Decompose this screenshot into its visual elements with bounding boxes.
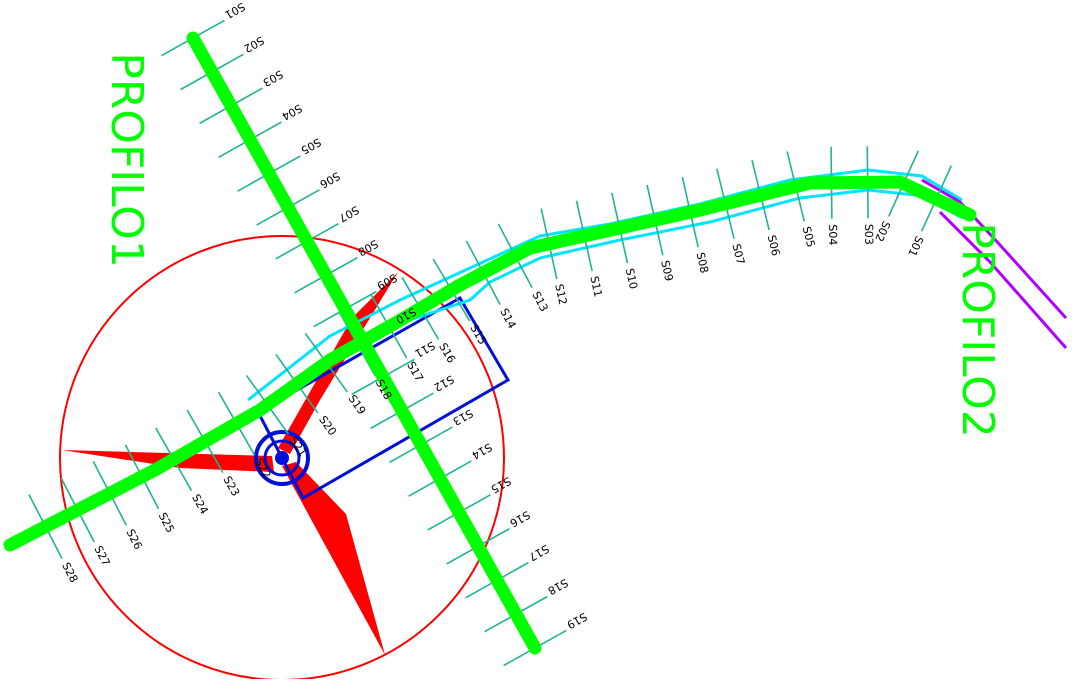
profilo1-section-label: S03: [261, 67, 286, 89]
crane-platform-outline: [255, 295, 511, 501]
foundation-outer-ring: [254, 430, 310, 486]
profilo2-section-label: S23: [220, 474, 242, 499]
profilo2-section-label: S27: [91, 544, 112, 569]
profilo2-section-label: S08: [694, 251, 711, 274]
alternative-road-edge-b: [938, 210, 1068, 349]
profilo2-section-label: S28: [59, 560, 80, 585]
profilo2-title: PROFILO2: [952, 222, 1003, 438]
profilo1-section-label: S14: [470, 440, 495, 462]
profilo1-section-label: S04: [280, 101, 305, 123]
profilo1-section-label: S12: [432, 372, 457, 394]
profilo2-section-ticks: [28, 146, 953, 559]
profilo1-section-label: S18: [546, 576, 571, 598]
profilo1-section-label: S06: [318, 169, 343, 191]
turbine-foundation-icon: [254, 430, 310, 486]
profilo2-section-label: S14: [497, 306, 518, 331]
profilo1-section-label: S15: [489, 474, 514, 496]
profilo1-section-label: S01: [223, 0, 248, 21]
profilo1-section-labels: S01S02S03S04S05S06S07S08S09S10S11S12S13S…: [223, 0, 590, 631]
profilo1-section-label: S11: [413, 339, 438, 361]
profilo2-section-label: S11: [587, 275, 604, 298]
alternative-road-edge-a: [921, 178, 1068, 320]
profilo2-section-label: S10: [623, 267, 640, 290]
turbine-blade: [282, 462, 385, 655]
profilo1-section-label: S05: [299, 135, 324, 157]
profilo1-section-label: S17: [527, 542, 552, 564]
profilo1-section-label: S09: [375, 271, 400, 293]
profilo2-section-label: S20: [316, 413, 339, 438]
profilo2-section-label: S12: [552, 283, 569, 306]
profilo2-section-label: S19: [346, 392, 369, 417]
profilo2-section-label: S24: [189, 492, 211, 517]
wind-turbine-blades-icon: [62, 272, 398, 655]
profilo1-section-label: S08: [356, 237, 381, 259]
profilo2-axis: [3, 175, 977, 552]
profilo1-section-label: S07: [337, 203, 362, 225]
profilo2-section-label: S03: [862, 224, 875, 245]
profilo2-section-label: S25: [156, 510, 177, 535]
profilo1-title: PROFILO1: [101, 52, 152, 268]
foundation-center-dot: [275, 451, 289, 465]
profilo2-section-label: S07: [729, 242, 747, 265]
profilo2-section-label: S01: [905, 234, 925, 258]
foundation-middle-ring: [263, 439, 301, 477]
profilo2-section-label: S04: [826, 224, 839, 245]
profilo2-section-label: S16: [436, 341, 458, 366]
profilo1-section-label: S02: [242, 34, 267, 56]
profilo2-section-label: S13: [529, 289, 550, 314]
profilo1-axis: [186, 31, 542, 655]
profilo2-section-label: S09: [658, 259, 675, 282]
profilo2-section-label: S17: [404, 359, 426, 384]
profilo1-section-label: S16: [508, 508, 533, 530]
profilo2-section-label: S06: [765, 234, 783, 257]
profilo1-section-label: S19: [565, 610, 590, 632]
profilo2-section-label: S05: [800, 225, 818, 248]
profilo2-section-label: S26: [124, 527, 145, 552]
